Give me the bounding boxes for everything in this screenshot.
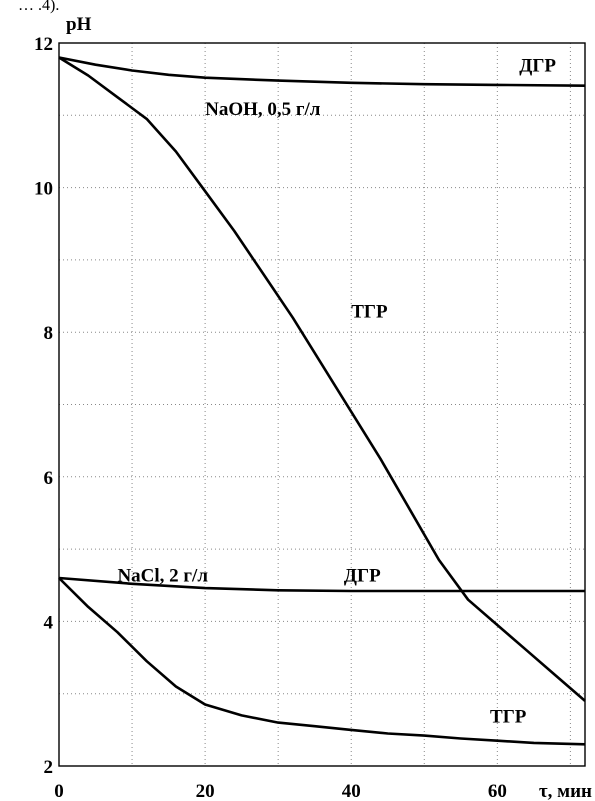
- plot-frame: [58, 42, 586, 767]
- curve-annotation: ТГР: [351, 302, 388, 323]
- header-fragment: … .4).: [18, 0, 59, 14]
- series-line-2: [58, 576, 585, 593]
- x-tick-label: 0: [54, 781, 64, 801]
- curve-annotation: ТГР: [490, 706, 527, 727]
- annotations: ДГР NaOH, 0,5 г/л ТГР NaCl, 2 г/л ДГР ТГР: [117, 56, 556, 728]
- y-axis-label: pH: [66, 14, 92, 35]
- y-tick-label: 4: [44, 612, 54, 633]
- curve-annotation: ДГР: [519, 56, 556, 77]
- x-tick-label: 60: [488, 781, 507, 801]
- curve-annotation: NaOH, 0,5 г/л: [205, 99, 321, 120]
- curves: [58, 56, 586, 746]
- curve-annotation: ДГР: [344, 565, 381, 586]
- y-tick-label: 2: [44, 757, 54, 778]
- series-line-0: [58, 56, 586, 87]
- grid: [59, 43, 585, 766]
- x-tick-label: 20: [196, 781, 215, 801]
- curve-annotation: NaCl, 2 г/л: [117, 565, 208, 586]
- x-axis-label: τ, мин: [539, 781, 592, 801]
- series-line-3: [58, 577, 586, 746]
- y-tick-label: 6: [44, 468, 54, 489]
- series-line-1: [58, 56, 586, 702]
- y-tick-label: 12: [34, 34, 53, 55]
- y-tick-label: 8: [44, 323, 54, 344]
- y-tick-label: 10: [34, 179, 53, 200]
- x-tick-label: 40: [342, 781, 361, 801]
- tick-labels: 2 4 6 8 10 12 0 20 40 60: [34, 34, 507, 801]
